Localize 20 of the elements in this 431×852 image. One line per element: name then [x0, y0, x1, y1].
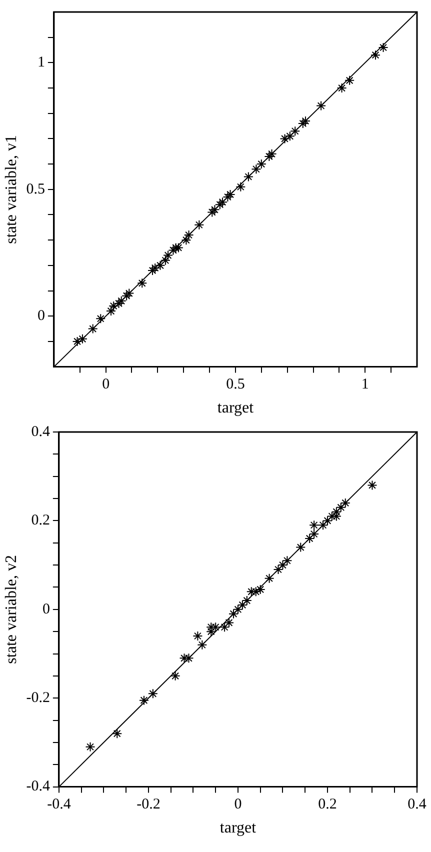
y-axis-title: state variable, v1: [2, 134, 20, 244]
y-tick-label: 0: [37, 308, 45, 324]
x-tick-label: -0.2: [136, 796, 160, 813]
y-tick-label: 0.2: [31, 512, 50, 529]
y-tick-label: 0.5: [26, 181, 45, 198]
x-axis-title: target: [217, 400, 254, 417]
x-tick-label: 0: [234, 796, 242, 813]
x-tick-label: 1: [361, 376, 369, 393]
y-tick-label: -0.4: [26, 778, 50, 795]
y-tick-label: 1: [37, 54, 45, 71]
x-tick-label: 0.5: [226, 376, 245, 393]
x-axis-title: target: [220, 820, 257, 837]
x-tick-label: 0.4: [408, 796, 427, 813]
y-tick-label: -0.2: [26, 690, 50, 706]
x-tick-label: 0.2: [318, 796, 337, 813]
y-tick-label: 0.4: [31, 424, 50, 440]
y-tick-label: 0: [42, 601, 50, 618]
y-axis-title: state variable, v2: [2, 554, 20, 664]
x-tick-label: 0: [102, 376, 110, 393]
x-tick-label: -0.4: [47, 796, 72, 813]
